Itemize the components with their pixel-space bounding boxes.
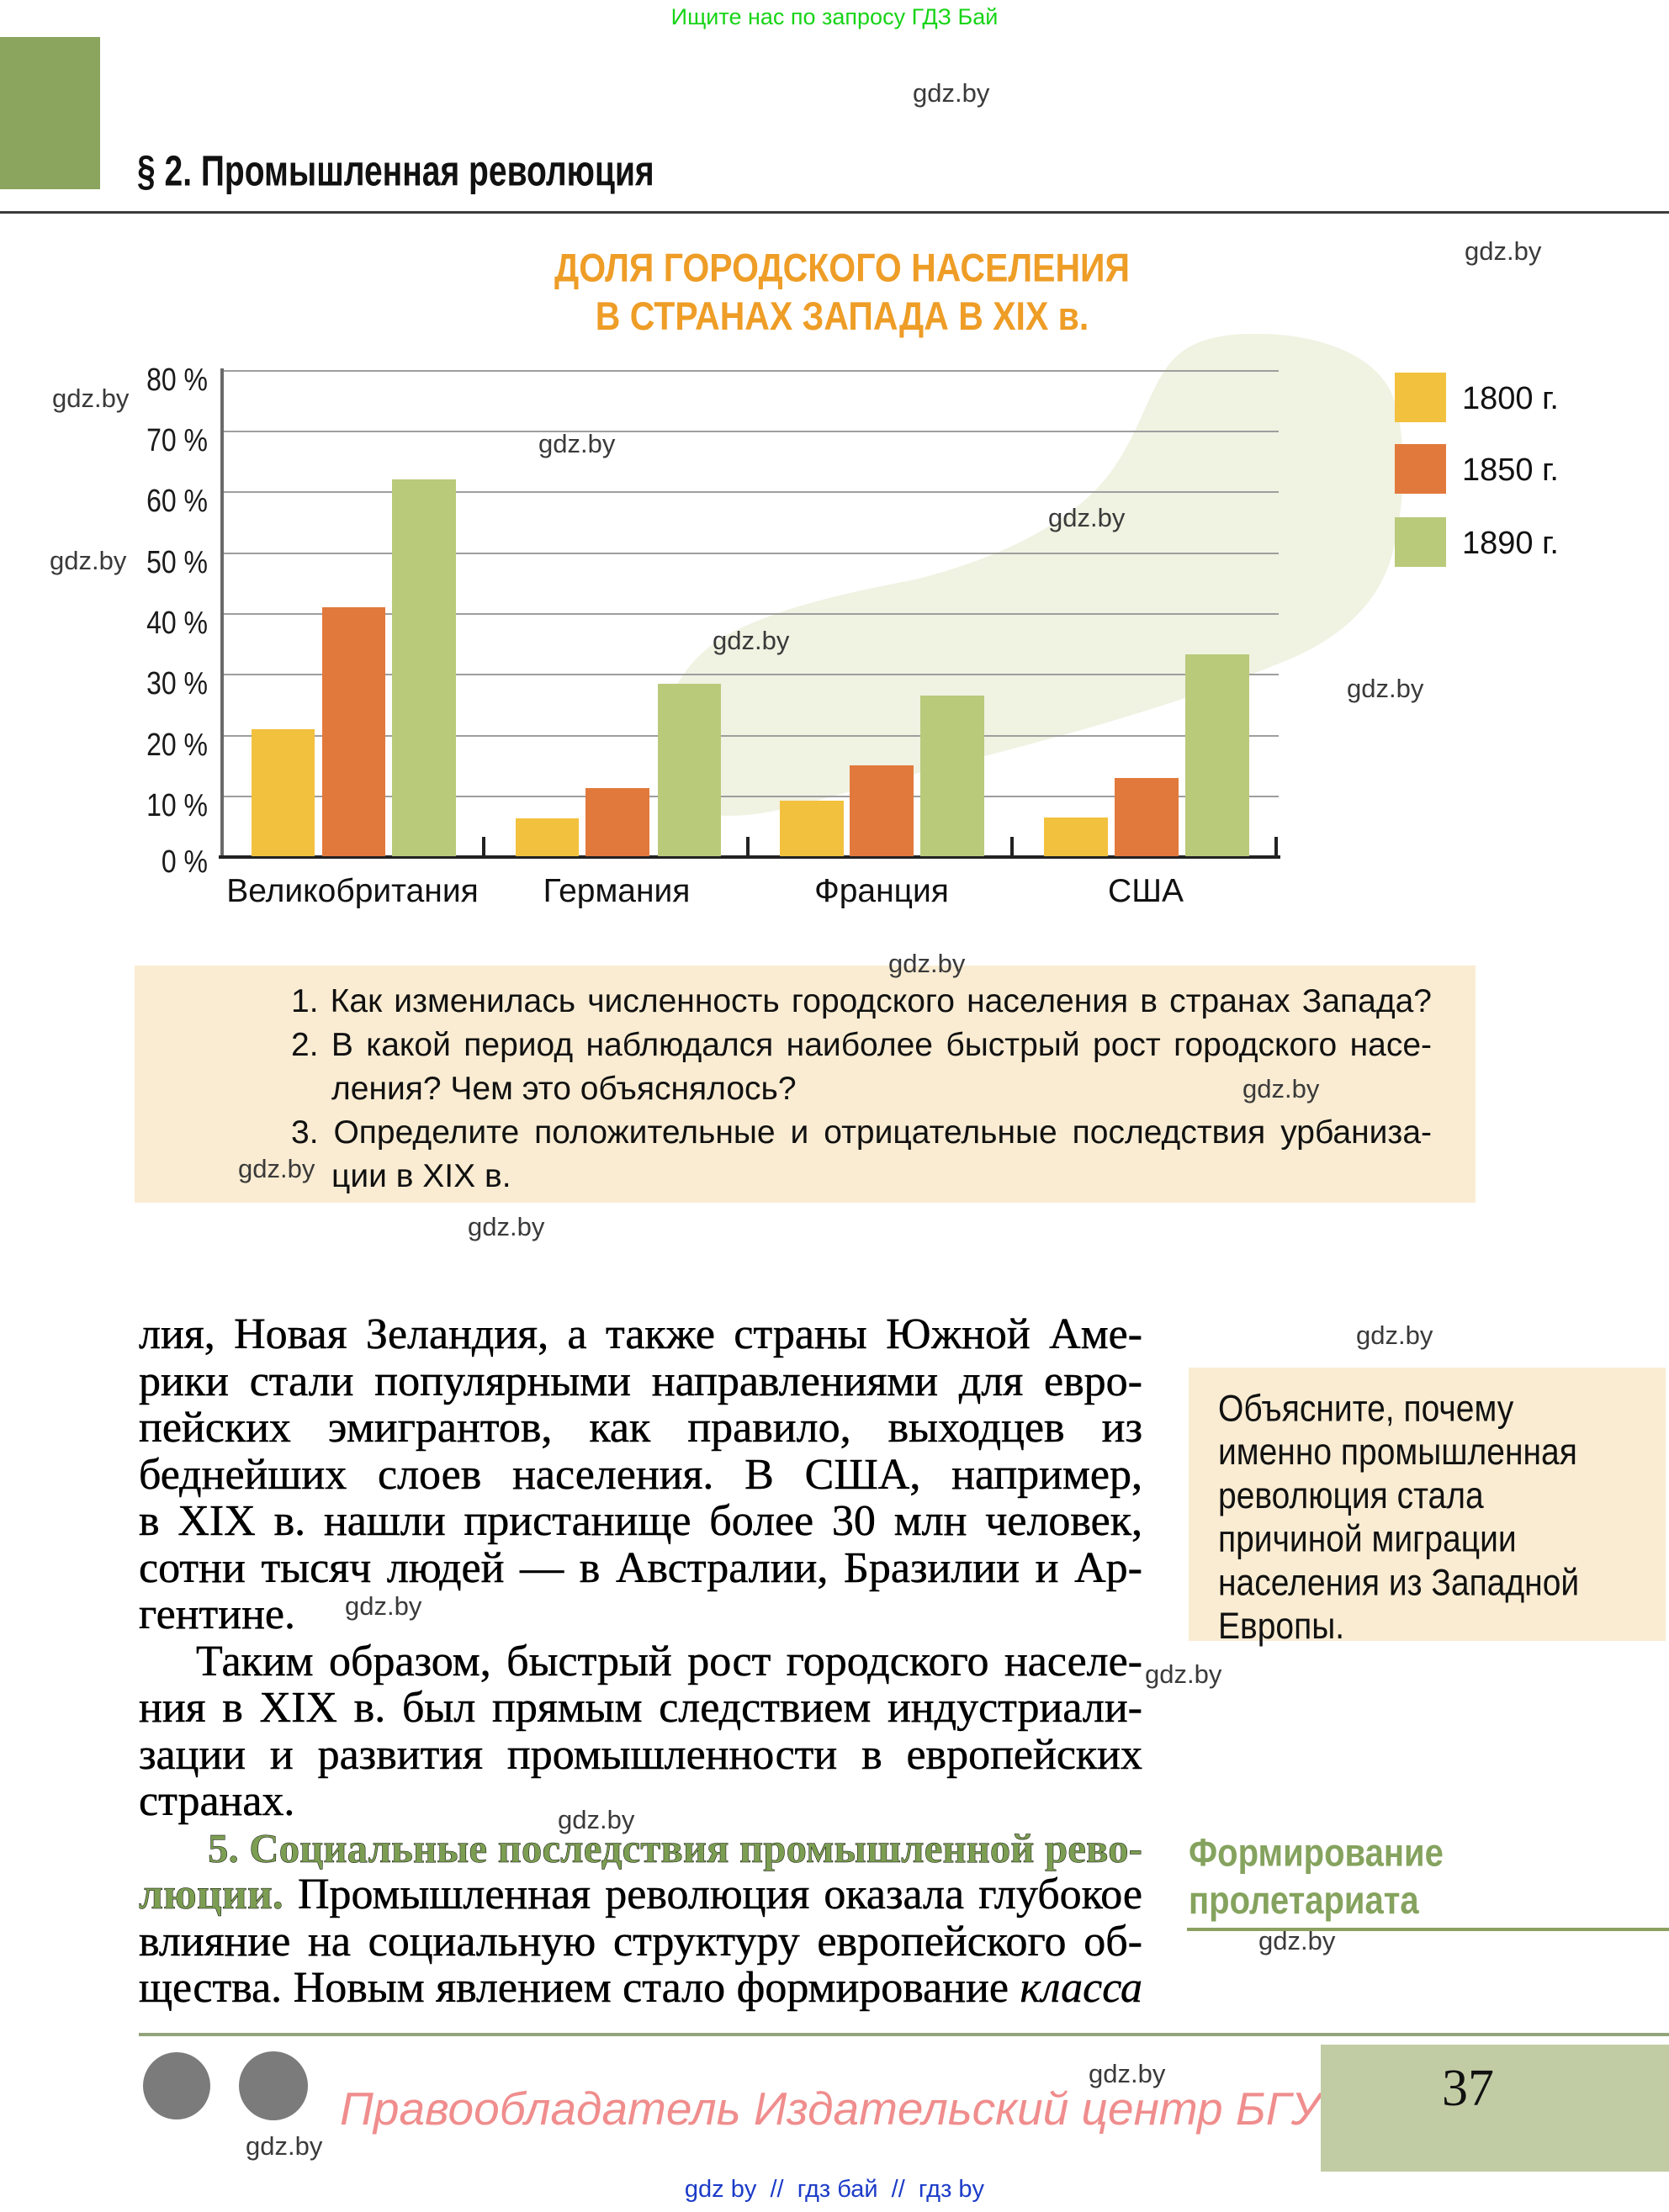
svg-text:1850 г.: 1850 г. xyxy=(1462,452,1559,488)
svg-text:20 %: 20 % xyxy=(146,727,208,762)
svg-text:США: США xyxy=(1108,873,1184,909)
svg-text:Франция: Франция xyxy=(814,873,949,909)
svg-text:0 %: 0 % xyxy=(162,844,208,879)
svg-text:1890 г.: 1890 г. xyxy=(1462,526,1559,561)
svg-text:70 %: 70 % xyxy=(146,422,208,458)
svg-text:10 %: 10 % xyxy=(146,787,208,823)
svg-text:Германия: Германия xyxy=(543,873,691,909)
svg-text:50 %: 50 % xyxy=(146,544,208,579)
svg-text:80 %: 80 % xyxy=(146,362,208,397)
svg-text:1800 г.: 1800 г. xyxy=(1462,381,1559,416)
svg-text:40 %: 40 % xyxy=(146,605,208,640)
svg-text:30 %: 30 % xyxy=(146,665,208,701)
svg-text:60 %: 60 % xyxy=(146,483,208,518)
svg-text:Великобритания: Великобритания xyxy=(226,873,479,909)
